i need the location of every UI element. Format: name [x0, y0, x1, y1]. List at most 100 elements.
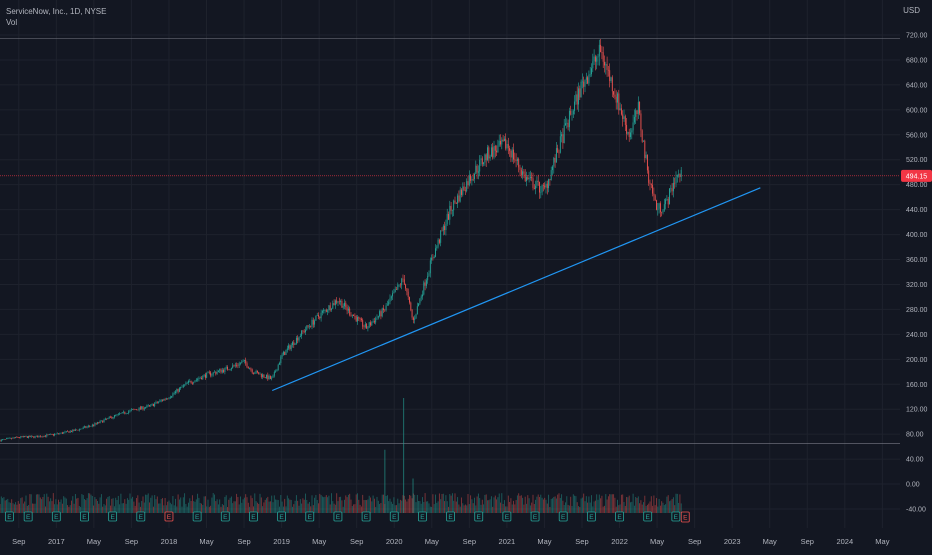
volume-bar: [131, 499, 132, 513]
earnings-marker-label: E: [674, 514, 679, 521]
candle-body: [270, 376, 271, 379]
candle-body: [466, 181, 467, 191]
trendline: [272, 188, 760, 391]
candle-body: [600, 45, 601, 52]
candle-body: [356, 316, 357, 321]
earnings-marker-label: E: [7, 514, 12, 521]
volume-bar: [661, 501, 662, 513]
candle-body: [626, 125, 627, 134]
volume-bar: [66, 499, 67, 513]
volume-bar: [208, 500, 209, 513]
volume-bar: [202, 505, 203, 513]
candle-body: [347, 307, 348, 310]
candle-body: [408, 292, 409, 297]
earnings-marker-label: E: [279, 514, 284, 521]
volume-bar: [83, 495, 84, 513]
volume-bar: [53, 493, 54, 513]
volume-bar: [314, 498, 315, 513]
candle-body: [297, 338, 298, 341]
candle-body: [369, 322, 370, 327]
volume-bar: [460, 507, 461, 513]
candle-body: [266, 375, 267, 378]
candle-body: [672, 188, 673, 191]
candle-body: [52, 434, 53, 435]
candle-body: [523, 171, 524, 173]
candle-body: [659, 203, 660, 209]
candle-body: [406, 288, 407, 291]
candle-body: [676, 177, 677, 183]
volume-bar: [523, 505, 524, 513]
symbol-title: ServiceNow, Inc., 1D, NYSE: [6, 6, 106, 17]
candle-body: [458, 196, 459, 202]
candle-body: [609, 70, 610, 81]
candle-body: [360, 318, 361, 319]
candle-body: [282, 355, 283, 357]
candle-body: [49, 434, 50, 435]
candle-body: [669, 189, 670, 205]
candle-body: [110, 417, 111, 418]
candle-body: [78, 430, 79, 431]
volume-bar: [153, 507, 154, 513]
volume-bar: [132, 497, 133, 513]
volume-bar: [666, 497, 667, 513]
volume-bar: [648, 504, 649, 513]
volume-bar: [141, 501, 142, 513]
candle-body: [403, 279, 404, 280]
x-tick-label: Sep: [12, 537, 25, 546]
volume-bar: [209, 507, 210, 513]
candle-body: [23, 436, 24, 437]
candle-body: [200, 378, 201, 379]
candle-body: [41, 437, 42, 438]
volume-bar: [169, 501, 170, 513]
volume-bar: [152, 495, 153, 513]
volume-bar: [118, 496, 119, 513]
candle-body: [349, 309, 350, 315]
volume-bar: [638, 496, 639, 513]
volume-bar: [562, 501, 563, 513]
candle-body: [552, 167, 553, 171]
volume-bar: [72, 496, 73, 513]
volume-bar: [304, 500, 305, 513]
volume-bar: [187, 507, 188, 513]
candle-body: [244, 360, 245, 361]
candle-body: [283, 352, 284, 355]
candle-body: [276, 370, 277, 371]
candle-body: [487, 147, 488, 160]
candle-body: [19, 438, 20, 439]
volume-bar: [40, 497, 41, 513]
candle-body: [124, 412, 125, 414]
candle-body: [583, 82, 584, 87]
candle-body: [440, 231, 441, 243]
candle-body: [179, 388, 180, 392]
candle-body: [5, 439, 6, 440]
candle-body: [434, 257, 435, 258]
volume-bar: [327, 497, 328, 513]
candle-body: [309, 326, 310, 327]
earnings-marker-label: E: [589, 514, 594, 521]
candle-body: [469, 175, 470, 185]
volume-bar: [663, 503, 664, 513]
volume-bar: [581, 499, 582, 513]
candle-body: [11, 438, 12, 439]
candle-body: [167, 398, 168, 399]
candle-body: [444, 226, 445, 230]
candle-body: [224, 368, 225, 372]
candle-body: [620, 108, 621, 110]
candle-body: [419, 298, 420, 303]
candle-body: [665, 200, 666, 205]
candle-body: [500, 141, 501, 145]
candle-body: [488, 147, 489, 158]
candle-body: [343, 306, 344, 307]
candle-body: [412, 310, 413, 318]
candle-body: [102, 421, 103, 423]
candle-body: [525, 174, 526, 181]
volume-bar: [386, 496, 387, 513]
volume-bar: [347, 497, 348, 513]
volume-bar: [13, 503, 14, 513]
candle-body: [287, 348, 288, 350]
candle-body: [460, 190, 461, 202]
volume-bar: [397, 499, 398, 513]
volume-bar: [1, 496, 2, 513]
